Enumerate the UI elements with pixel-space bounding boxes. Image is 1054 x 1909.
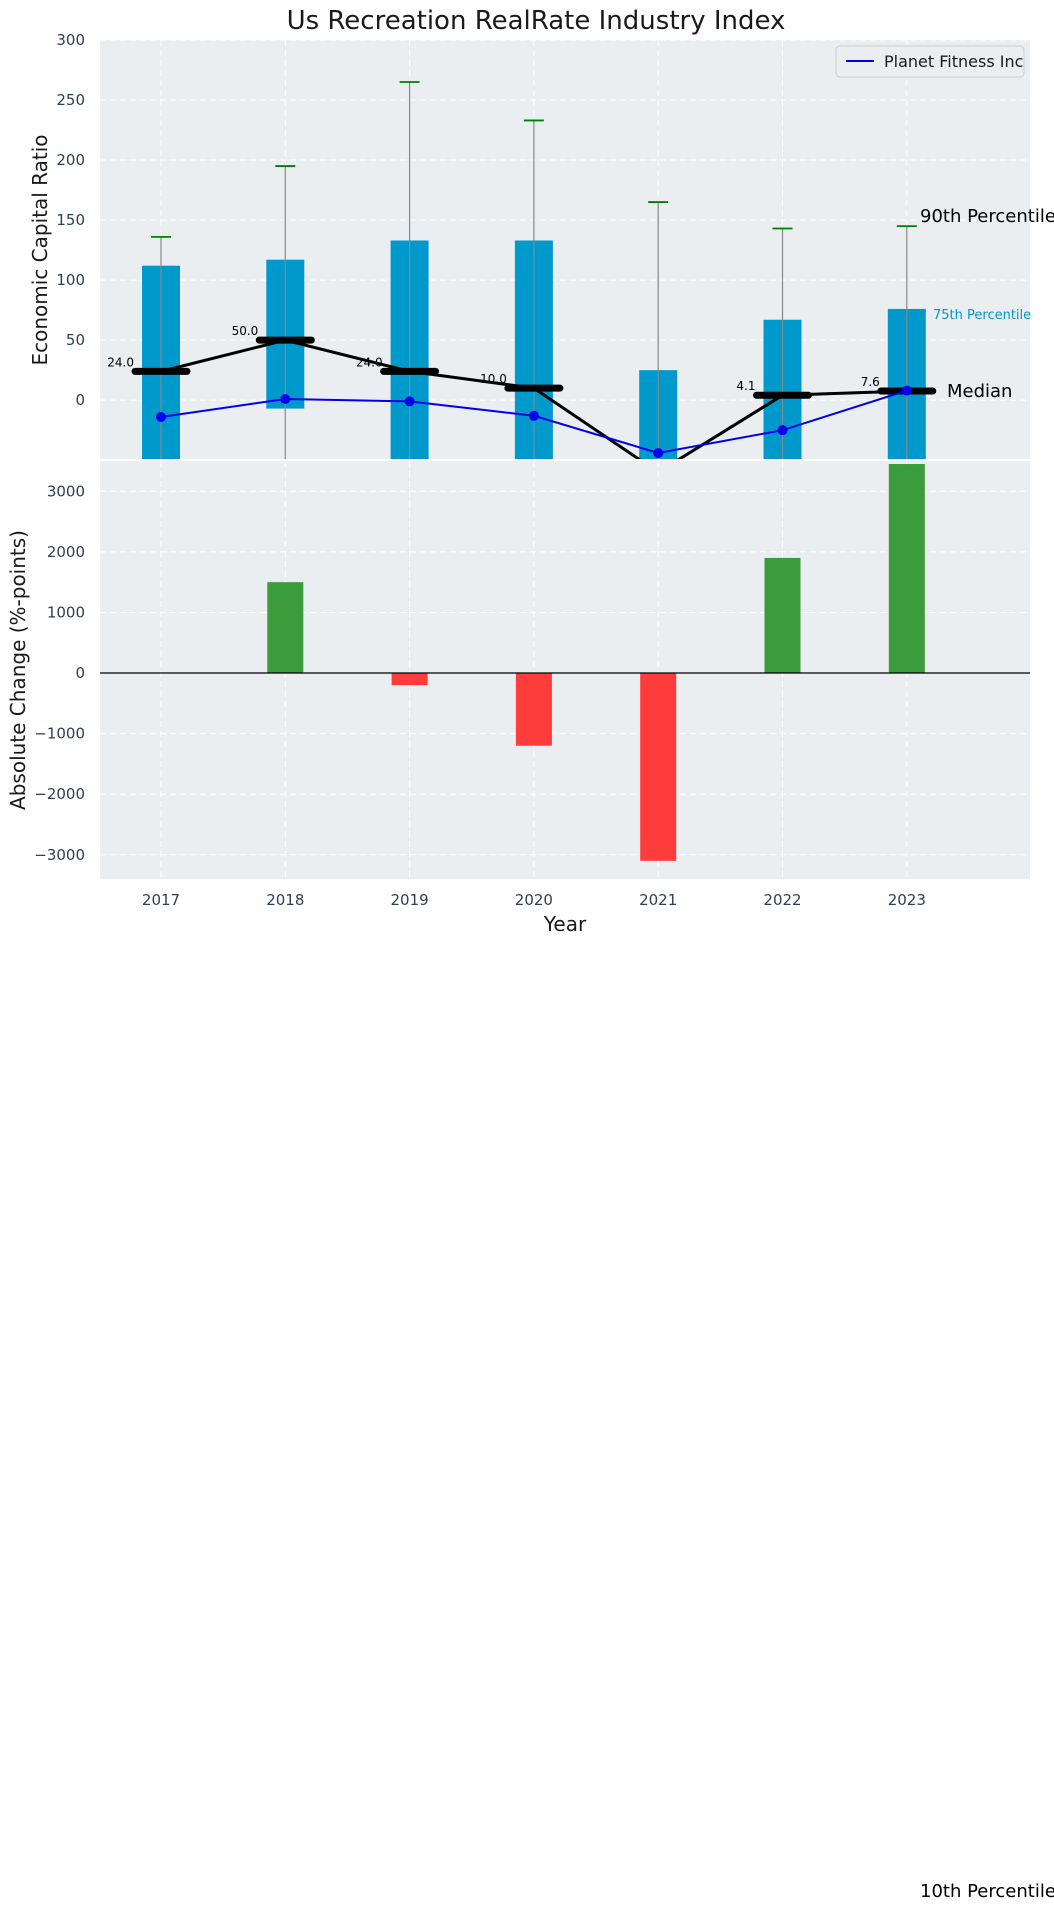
top-gridlines — [100, 39, 1030, 459]
annotation-10th-percentile: 10th Percentile — [920, 1881, 1054, 1902]
chart-title: Us Recreation RealRate Industry Index — [287, 6, 786, 36]
x-tick-label-2022: 2022 — [763, 891, 801, 909]
x-tick-label-2020: 2020 — [515, 891, 553, 909]
x-tick-label-2023: 2023 — [888, 891, 926, 909]
x-tick-label-2021: 2021 — [639, 891, 677, 909]
bottom-y-tick-label: −3000 — [34, 846, 85, 864]
bottom-y-axis-label: Absolute Change (%-points) — [6, 530, 30, 810]
top-chart-marks: 24.0 50.0 24.0 10.0 4.1 7.6 — [107, 81, 937, 459]
median-value-label-2017: 24.0 — [107, 355, 134, 369]
series-point-2021 — [653, 447, 664, 458]
top-y-tick-label: 300 — [56, 31, 85, 49]
series-point-2020 — [528, 410, 539, 421]
annotation-90th-percentile: 90th Percentile — [920, 206, 1054, 227]
top-y-tick-label: 150 — [56, 211, 85, 229]
bottom-plot-area — [100, 461, 1030, 879]
legend-box — [835, 45, 1025, 78]
bottom-y-tick-label: 2000 — [47, 543, 85, 561]
bottom-y-tick-label: −1000 — [34, 725, 85, 743]
change-bar-2018 — [267, 582, 304, 674]
top-y-tick-labels: 0 50 100 150 200 250 300 — [56, 31, 85, 409]
change-bar-2022 — [764, 557, 801, 674]
median-value-label-2019: 24.0 — [356, 355, 383, 369]
bottom-y-tick-label: 1000 — [47, 603, 85, 621]
series-point-2022 — [777, 425, 788, 436]
bottom-chart-marks — [100, 464, 1030, 861]
median-value-label-2023: 7.6 — [861, 375, 880, 389]
bottom-y-tick-labels: −3000 −2000 −1000 0 1000 2000 3000 — [34, 482, 85, 863]
median-value-label-2020: 10.0 — [480, 372, 507, 386]
legend: Planet Fitness Inc — [835, 45, 1025, 78]
top-y-tick-label: 200 — [56, 151, 85, 169]
x-tick-labels: 2017 2018 2019 2020 2021 2022 2023 — [142, 891, 926, 909]
annotation-median: Median — [947, 381, 1012, 402]
x-tick-label-2019: 2019 — [391, 891, 429, 909]
series-point-2023 — [901, 385, 912, 396]
x-axis-label: Year — [543, 912, 587, 936]
top-y-axis-label: Economic Capital Ratio — [28, 134, 52, 365]
bottom-y-tick-label: 3000 — [47, 482, 85, 500]
series-point-2019 — [404, 396, 415, 407]
change-bar-2020 — [515, 673, 552, 746]
top-y-tick-label: 50 — [66, 331, 85, 349]
top-y-tick-label: 100 — [56, 271, 85, 289]
x-tick-label-2017: 2017 — [142, 891, 180, 909]
bottom-y-tick-label: 0 — [75, 664, 85, 682]
series-point-2018 — [280, 393, 291, 404]
top-y-tick-label: 250 — [56, 91, 85, 109]
top-y-tick-label: 0 — [75, 391, 85, 409]
change-bar-2019 — [391, 673, 428, 686]
legend-label-planet-fitness: Planet Fitness Inc — [884, 52, 1023, 71]
bottom-y-tick-label: −2000 — [34, 785, 85, 803]
change-bar-2023 — [888, 464, 925, 674]
top-plot-area — [100, 40, 1030, 459]
median-value-label-2018: 50.0 — [232, 324, 259, 338]
series-point-2017 — [156, 411, 166, 422]
x-tick-label-2018: 2018 — [266, 891, 304, 909]
median-value-label-2022: 4.1 — [736, 379, 755, 393]
change-bar-2021 — [640, 673, 677, 861]
annotation-75th-percentile: 75th Percentile — [933, 308, 1031, 323]
